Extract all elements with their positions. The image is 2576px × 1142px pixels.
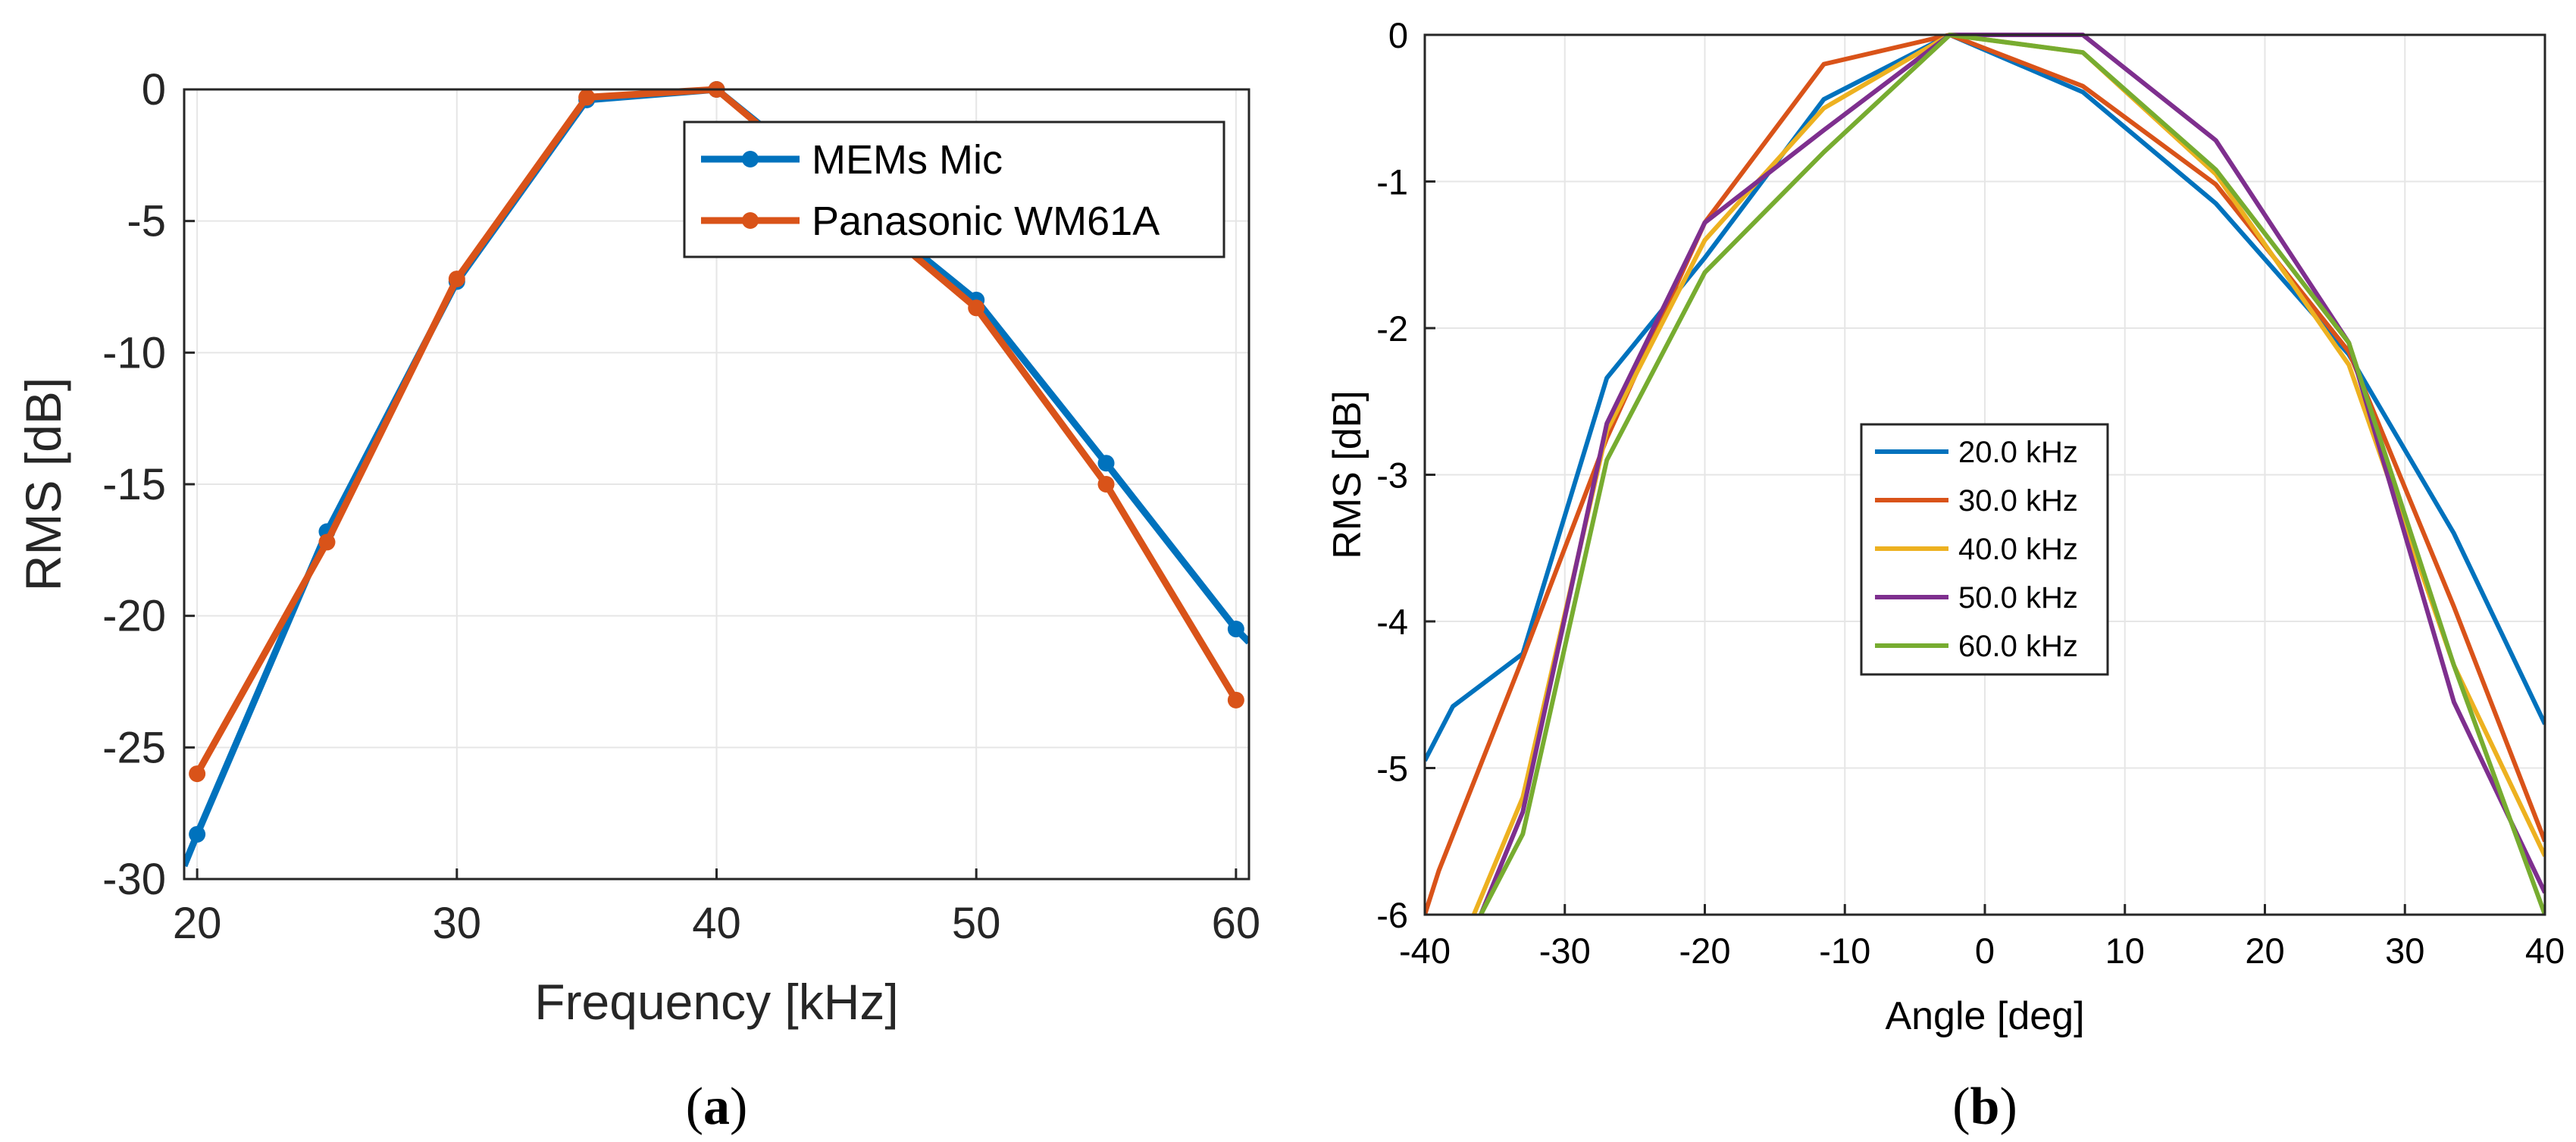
b-legend-label: 20.0 kHz	[1958, 436, 2078, 469]
b-x-tick-label: -20	[1679, 931, 1731, 971]
b-ticks: -40 -30 -20 -10 0 10 20 30 40 0 -1 -2 -3 -4 -5 -6	[1376, 15, 2565, 971]
b-x-tick-label: -10	[1819, 931, 1870, 971]
b-legend: 20.0 kHz 30.0 kHz 40.0 kHz 50.0 kHz 60.0 kHz	[1860, 423, 2109, 676]
b-y-tick-label: -4	[1376, 602, 1408, 642]
b-panel-caption: (b)	[1952, 1078, 2017, 1136]
b-x-axis-label: Angle [deg]	[1885, 994, 2084, 1038]
a-x-axis-label: Frequency [kHz]	[534, 974, 899, 1030]
a-y-tick-label: -5	[127, 197, 166, 246]
a-data-point-panasonic-wm61a	[1227, 691, 1244, 709]
a-x-tick-label: 50	[952, 899, 1001, 948]
b-x-tick-label: 0	[1975, 931, 1995, 971]
b-panel-letter: b	[1970, 1078, 2000, 1136]
b-series-line-20-0-khz	[1425, 33, 2545, 762]
b-y-tick-label: -5	[1376, 749, 1408, 789]
b-x-tick-label: -40	[1399, 931, 1451, 971]
a-x-tick-label: 20	[173, 899, 222, 948]
b-x-tick-label: 30	[2385, 931, 2424, 971]
a-legend-marker	[742, 151, 759, 167]
b-legend-label: 50.0 kHz	[1958, 581, 2078, 615]
b-legend-label: 60.0 kHz	[1958, 630, 2078, 663]
a-lines	[184, 81, 1249, 868]
b-y-tick-label: -6	[1376, 895, 1408, 935]
a-panel-letter: a	[703, 1078, 730, 1136]
a-y-tick-label: -15	[102, 460, 166, 509]
a-y-tick-label: -20	[102, 592, 166, 641]
a-x-tick-label: 60	[1212, 899, 1261, 948]
a-y-tick-label: -10	[102, 328, 166, 377]
a-legend-label: Panasonic WM61A	[812, 199, 1160, 244]
b-x-tick-label: 20	[2245, 931, 2284, 971]
a-x-tick-label: 40	[692, 899, 741, 948]
a-data-point-panasonic-wm61a	[318, 533, 336, 551]
b-x-tick-label: 40	[2525, 931, 2565, 971]
b-y-tick-label: -2	[1376, 308, 1408, 349]
a-legend-box	[683, 120, 1225, 258]
a-data-point-panasonic-wm61a	[1097, 476, 1115, 493]
a-ticks: 20 30 40 50 60 0 -5 -10 -15 -20 -25 -30	[102, 65, 1260, 948]
a-y-tick-label: 0	[142, 65, 166, 114]
a-x-tick-label: 30	[433, 899, 482, 948]
a-y-axis-label: RMS [dB]	[15, 377, 71, 591]
b-y-tick-label: 0	[1388, 15, 1408, 55]
panel-b-chart: -40 -30 -20 -10 0 10 20 30 40 0 -1 -2 -3 -4 -5 -6 Angle…	[1326, 15, 2565, 1136]
a-legend-marker	[742, 212, 759, 229]
a-y-tick-label: -30	[102, 855, 166, 904]
a-data-point-mems-mic	[189, 825, 206, 843]
b-y-tick-label: -3	[1376, 455, 1408, 496]
a-data-point-panasonic-wm61a	[578, 89, 596, 106]
b-y-tick-label: -1	[1376, 162, 1408, 202]
b-x-tick-label: 10	[2105, 931, 2145, 971]
a-data-point-mems-mic	[1097, 455, 1115, 472]
b-legend-label: 40.0 kHz	[1958, 533, 2078, 566]
b-legend-label: 30.0 kHz	[1958, 484, 2078, 518]
a-data-point-mems-mic	[1227, 621, 1244, 638]
a-data-point-panasonic-wm61a	[448, 271, 465, 288]
a-panel-caption: (a)	[686, 1078, 748, 1136]
b-y-axis-label: RMS [dB]	[1326, 390, 1369, 559]
panel-a-chart: 20 30 40 50 60 0 -5 -10 -15 -20 -25 -30 Frequency […	[15, 65, 1260, 1136]
a-data-point-panasonic-wm61a	[189, 765, 206, 783]
a-legend-label: MEMs Mic	[812, 137, 1003, 183]
a-y-tick-label: -25	[102, 723, 166, 772]
a-series-line-panasonic-wm61a	[194, 86, 1239, 776]
a-data-point-panasonic-wm61a	[968, 299, 985, 317]
a-legend: MEMs Mic Panasonic WM61A	[683, 120, 1225, 258]
b-x-tick-label: -30	[1539, 931, 1591, 971]
